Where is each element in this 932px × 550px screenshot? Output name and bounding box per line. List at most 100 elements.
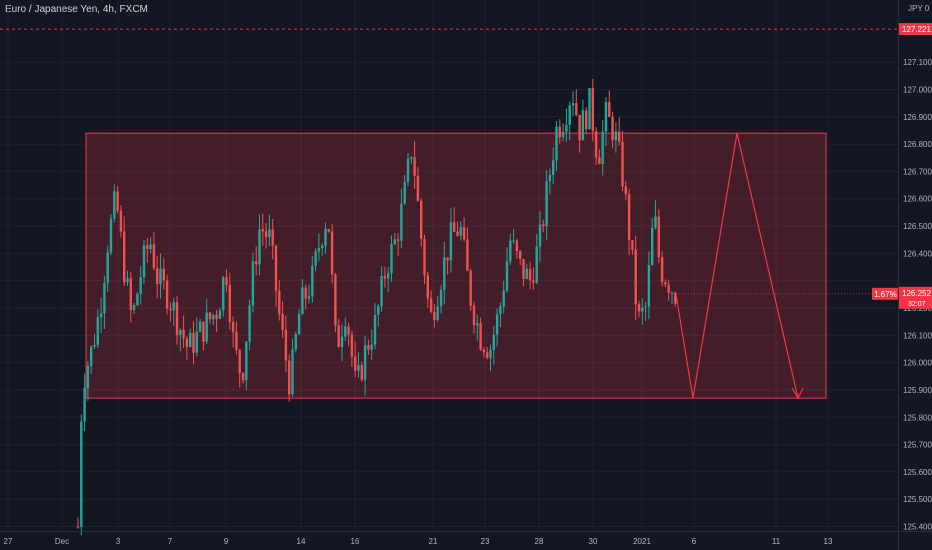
last-price-badge [899,286,932,309]
y-tick-label: 125.800 [903,413,932,422]
candle-up [307,296,311,299]
candle-down [594,131,598,158]
candle-up [218,310,222,319]
candle-down [334,274,337,326]
candle-down [469,270,472,306]
candle-up [245,341,248,381]
candle-up [222,277,225,311]
x-tick-label: 13 [824,537,833,546]
candle-down [558,126,561,138]
y-tick-label: 125.700 [903,441,932,450]
candle-down [241,373,245,381]
candle-down [660,257,664,283]
candle-up [126,278,129,283]
candle-down [420,200,423,239]
candle-up [80,421,83,527]
candle-up [443,257,446,291]
candle-down [433,311,436,321]
candle-down [271,229,274,246]
x-tick-label: 16 [351,537,360,546]
candle-down [598,157,601,164]
candle-up [436,306,439,321]
candle-down [360,365,363,380]
x-tick-label: 27 [4,537,13,546]
y-tick-label: 125.400 [903,523,932,532]
candle-down [182,329,185,339]
y-tick-label: 126.600 [903,195,932,204]
candle-down [627,194,631,241]
candle-down [667,284,670,293]
y-tick-label: 126.400 [903,249,932,258]
candle-up [476,323,479,326]
candle-up [357,365,360,371]
candle-up [489,349,492,358]
candle-up [641,307,644,312]
candle-up [344,326,347,337]
candle-up [495,314,499,335]
candle-up [505,261,509,291]
candle-down [169,308,172,311]
candle-up [459,227,462,236]
candle-up [647,265,651,307]
candle-up [370,344,373,350]
candle-down [228,284,231,323]
candle-down [486,352,489,358]
candle-down [637,304,641,312]
candle-up [268,229,271,238]
x-tick-label: 2021 [633,537,651,546]
candle-up [390,244,393,274]
candle-up [340,336,344,347]
candle-down [165,280,169,309]
candle-up [387,273,390,279]
candle-down [202,321,205,342]
candle-up [588,88,591,130]
candle-down [446,257,449,261]
candle-up [449,222,453,261]
candle-up [189,332,192,347]
candle-up [149,244,152,250]
candle-down [281,314,284,330]
candle-down [347,326,350,335]
candle-down [278,290,281,315]
candle-up [525,268,528,279]
candle-up [103,282,106,314]
candle-down [162,268,165,281]
change-badge [872,287,898,300]
candle-down [482,349,486,353]
candle-down [591,88,594,132]
candle-up [565,124,568,132]
candle-down [261,229,264,232]
candle-down [119,210,123,232]
candle-down [631,240,634,250]
candle-up [179,329,182,336]
candle-up [380,275,383,307]
candle-down [238,350,241,374]
candle-up [321,245,324,249]
y-tick-label: 126.900 [903,113,932,122]
candle-up [301,287,304,314]
candle-down [76,526,80,528]
x-tick-label: 28 [535,537,544,546]
candle-up [581,110,585,141]
candle-down [453,222,456,232]
candle-down [472,305,476,326]
candle-up [604,102,608,132]
candle-down [215,314,218,319]
projection-arrowhead [791,387,804,400]
candle-down [634,249,637,305]
x-tick-label: 7 [168,537,173,546]
candle-down [522,258,525,279]
y-tick-label: 126.800 [903,140,932,149]
candle-down [429,298,433,312]
candle-down [330,231,334,275]
y-tick-label: 125.900 [903,386,932,395]
candle-down [383,275,387,279]
candle-down [611,116,614,141]
y-tick-label: 126.500 [903,222,932,231]
candle-down [156,268,159,285]
candle-down [466,239,469,271]
candle-up [99,313,103,318]
candle-up [205,312,208,342]
candle-up [109,218,113,253]
